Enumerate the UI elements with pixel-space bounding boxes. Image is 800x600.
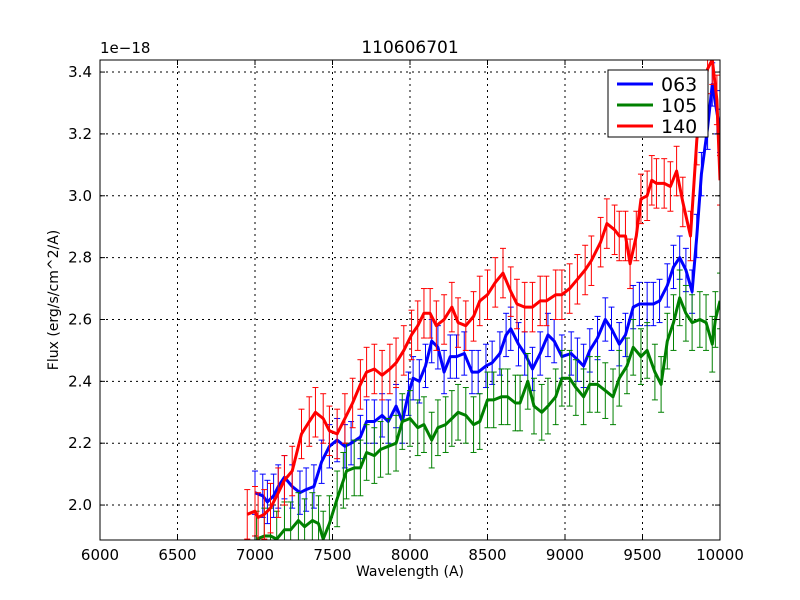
data-series bbox=[244, 60, 720, 540]
legend-label-140: 140 bbox=[661, 116, 697, 138]
series-line-063 bbox=[254, 82, 720, 504]
y-tick-label: 3.4 bbox=[68, 63, 92, 81]
series-105 bbox=[253, 269, 720, 540]
x-axis-tick-labels: 6000 6500 7000 7500 8000 8500 9000 9500 10000 bbox=[81, 546, 744, 564]
y-tick-label: 2.0 bbox=[68, 496, 92, 514]
y-tick-label: 3.2 bbox=[68, 125, 92, 143]
x-tick-label: 9500 bbox=[623, 546, 661, 564]
series-line-105 bbox=[256, 296, 720, 540]
x-tick-label: 6500 bbox=[158, 546, 196, 564]
x-axis-label: Wavelength (A) bbox=[356, 564, 464, 580]
y-offset-label: 1e−18 bbox=[100, 39, 150, 57]
x-tick-label: 9000 bbox=[546, 546, 584, 564]
legend-label-063: 063 bbox=[661, 74, 697, 96]
y-axis-tick-labels: 2.0 2.2 2.4 2.6 2.8 3.0 3.2 3.4 bbox=[68, 63, 92, 514]
axis-ticks bbox=[99, 60, 721, 540]
series-line-140 bbox=[246, 60, 720, 519]
y-tick-label: 2.2 bbox=[68, 434, 92, 452]
legend-label-105: 105 bbox=[661, 95, 697, 117]
x-tick-label: 7500 bbox=[313, 546, 351, 564]
y-tick-label: 2.4 bbox=[68, 372, 92, 390]
y-tick-label: 2.8 bbox=[68, 249, 92, 267]
x-tick-label: 8500 bbox=[468, 546, 506, 564]
x-tick-label: 10000 bbox=[696, 546, 744, 564]
chart-title: 110606701 bbox=[361, 38, 458, 58]
x-tick-label: 6000 bbox=[81, 546, 119, 564]
y-tick-label: 2.6 bbox=[68, 310, 92, 328]
x-tick-label: 8000 bbox=[391, 546, 429, 564]
x-tick-label: 7000 bbox=[236, 546, 274, 564]
y-tick-label: 3.0 bbox=[68, 187, 92, 205]
y-axis-label: Flux (erg/s/cm^2/A) bbox=[46, 230, 62, 370]
